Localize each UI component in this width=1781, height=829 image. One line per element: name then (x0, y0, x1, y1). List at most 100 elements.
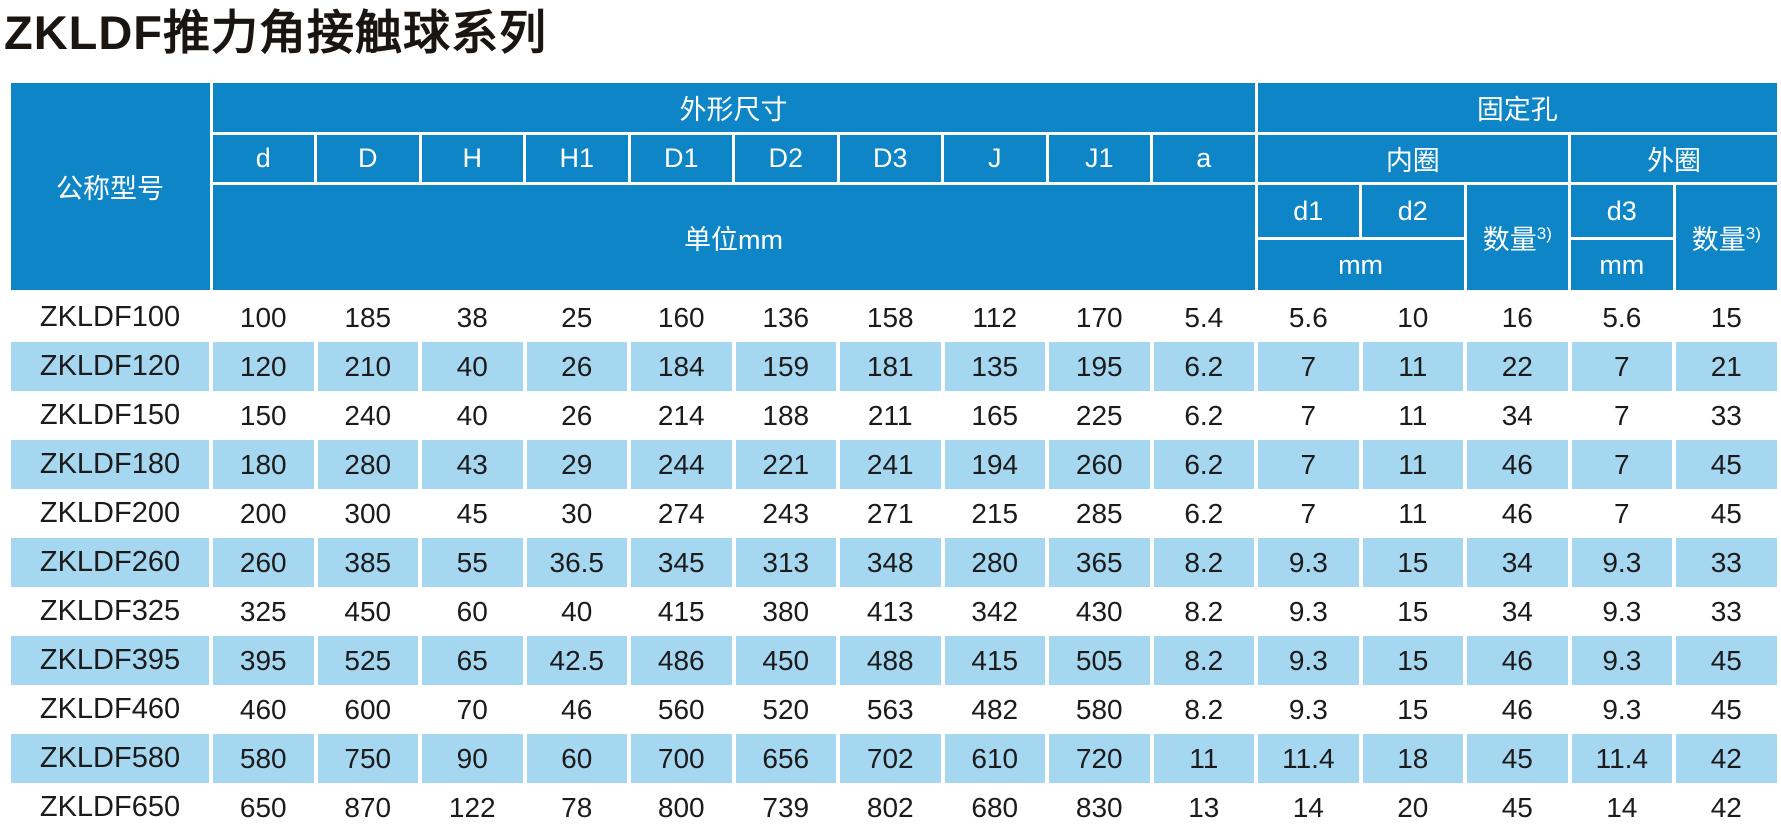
value-cell: 65 (418, 636, 527, 685)
value-cell: 280 (313, 440, 422, 489)
value-cell: 60 (418, 587, 527, 636)
value-cell: 6.2 (1149, 489, 1259, 538)
header-inner-qty: 数量3) (1463, 182, 1572, 293)
value-cell: 26 (522, 391, 631, 440)
header-col-D: D (314, 132, 422, 185)
table-row: ZKLDF200 200 300 45 30 274 243 271 215 285 6.2 7 11 4… (7, 489, 1781, 538)
value-cell: 33 (1672, 587, 1781, 636)
value-cell: 181 (836, 342, 945, 391)
value-cell: 720 (1045, 734, 1154, 783)
value-cell: 482 (940, 685, 1049, 734)
header-col-d: d (209, 132, 317, 185)
value-cell: 460 (209, 685, 318, 734)
value-cell: 60 (522, 734, 631, 783)
value-cell: 560 (627, 685, 736, 734)
value-cell: 26 (522, 342, 631, 391)
value-cell: 342 (940, 587, 1049, 636)
value-cell: 563 (836, 685, 945, 734)
table-row: ZKLDF150 150 240 40 26 214 188 211 165 225 6.2 7 11 3… (7, 391, 1781, 440)
model-cell: ZKLDF120 (7, 342, 213, 391)
table-row: ZKLDF650 650 870 122 78 800 739 802 680 830 13 14 20… (7, 783, 1781, 829)
value-cell: 650 (209, 783, 318, 829)
value-cell: 656 (731, 734, 840, 783)
value-cell: 274 (627, 489, 736, 538)
value-cell: 14 (1567, 783, 1677, 829)
value-cell: 46 (1463, 489, 1572, 538)
value-cell: 34 (1463, 391, 1572, 440)
value-cell: 11 (1358, 391, 1468, 440)
value-cell: 7 (1254, 342, 1363, 391)
value-cell: 225 (1045, 391, 1154, 440)
value-cell: 135 (940, 342, 1049, 391)
value-cell: 46 (1463, 685, 1572, 734)
value-cell: 42 (1672, 783, 1781, 829)
value-cell: 7 (1254, 440, 1363, 489)
value-cell: 7 (1567, 440, 1677, 489)
value-cell: 165 (940, 391, 1049, 440)
value-cell: 42 (1672, 734, 1781, 783)
value-cell: 285 (1045, 489, 1154, 538)
value-cell: 159 (731, 342, 840, 391)
value-cell: 21 (1672, 342, 1781, 391)
value-cell: 430 (1045, 587, 1154, 636)
value-cell: 29 (522, 440, 631, 489)
value-cell: 702 (836, 734, 945, 783)
value-cell: 20 (1358, 783, 1468, 829)
value-cell: 11 (1358, 489, 1468, 538)
table-row: ZKLDF120 120 210 40 26 184 159 181 135 195 6.2 7 11 2… (7, 342, 1781, 391)
spec-table: 公称型号 外形尺寸 固定孔 d D H H1 D1 D2 D3 J J1 a 内… (7, 80, 1781, 829)
value-cell: 11 (1358, 440, 1468, 489)
value-cell: 7 (1254, 489, 1363, 538)
outer-qty-footnote: 3) (1745, 224, 1761, 243)
header-col-d3: d3 (1568, 182, 1676, 240)
value-cell: 11 (1149, 734, 1259, 783)
value-cell: 33 (1672, 391, 1781, 440)
value-cell: 40 (522, 587, 631, 636)
value-cell: 43 (418, 440, 527, 489)
header-col-D3: D3 (836, 132, 944, 185)
value-cell: 215 (940, 489, 1049, 538)
value-cell: 385 (313, 538, 422, 587)
value-cell: 700 (627, 734, 736, 783)
value-cell: 9.3 (1567, 685, 1677, 734)
value-cell: 170 (1045, 291, 1154, 342)
model-cell: ZKLDF200 (7, 489, 213, 538)
header-col-d1: d1 (1254, 182, 1363, 240)
value-cell: 11 (1358, 342, 1468, 391)
value-cell: 750 (313, 734, 422, 783)
value-cell: 7 (1567, 342, 1677, 391)
table-row: ZKLDF325 325 450 60 40 415 380 413 342 430 8.2 9.3 1… (7, 587, 1781, 636)
value-cell: 18 (1358, 734, 1468, 783)
value-cell: 15 (1358, 685, 1468, 734)
value-cell: 488 (836, 636, 945, 685)
value-cell: 739 (731, 783, 840, 829)
model-cell: ZKLDF650 (7, 783, 213, 829)
model-cell: ZKLDF180 (7, 440, 213, 489)
value-cell: 380 (731, 587, 840, 636)
value-cell: 78 (522, 783, 631, 829)
value-cell: 8.2 (1149, 636, 1259, 685)
value-cell: 5.4 (1149, 291, 1259, 342)
value-cell: 46 (522, 685, 631, 734)
value-cell: 802 (836, 783, 945, 829)
value-cell: 5.6 (1567, 291, 1677, 342)
value-cell: 450 (313, 587, 422, 636)
table-row: ZKLDF460 460 600 70 46 560 520 563 482 580 8.2 9.3 1… (7, 685, 1781, 734)
value-cell: 9.3 (1567, 538, 1677, 587)
value-cell: 260 (209, 538, 318, 587)
value-cell: 40 (418, 342, 527, 391)
header-model: 公称型号 (7, 80, 213, 293)
value-cell: 40 (418, 391, 527, 440)
value-cell: 6.2 (1149, 391, 1259, 440)
value-cell: 16 (1463, 291, 1572, 342)
header-outer-mm: mm (1568, 237, 1676, 293)
value-cell: 680 (940, 783, 1049, 829)
header-col-D2: D2 (732, 132, 840, 185)
value-cell: 9.3 (1567, 636, 1677, 685)
value-cell: 45 (1463, 783, 1572, 829)
value-cell: 45 (1672, 440, 1781, 489)
value-cell: 150 (209, 391, 318, 440)
value-cell: 271 (836, 489, 945, 538)
table-row: ZKLDF180 180 280 43 29 244 221 241 194 260 6.2 7 11 4… (7, 440, 1781, 489)
value-cell: 14 (1254, 783, 1363, 829)
